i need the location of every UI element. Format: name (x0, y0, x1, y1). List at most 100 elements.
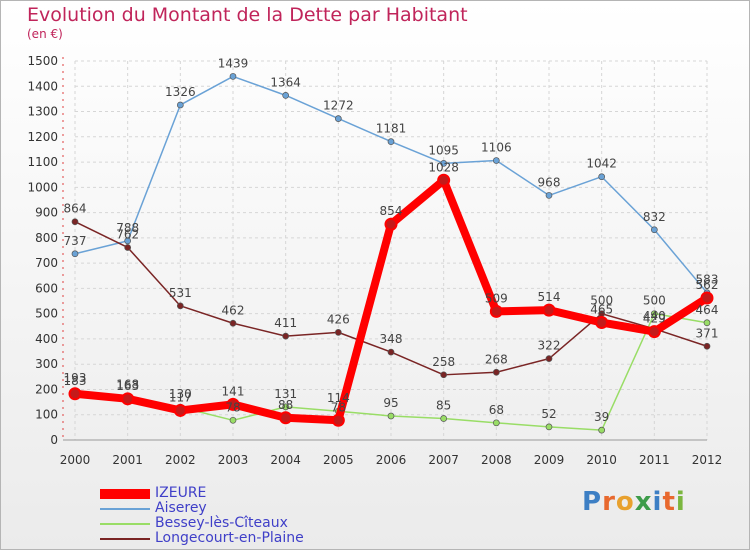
data-point (440, 371, 448, 379)
data-label: 78 (331, 400, 346, 414)
logo-letter: r (602, 487, 616, 517)
data-label: 1364 (270, 75, 301, 89)
x-tick-label: 2011 (639, 453, 670, 467)
y-tick-label: 100 (35, 408, 58, 422)
logo-letter: P (582, 487, 603, 517)
data-point (545, 355, 553, 362)
data-label: 509 (485, 291, 508, 305)
legend-swatch-izeure (100, 489, 150, 499)
data-label: 1439 (218, 56, 249, 70)
legend-item-longecourt: Longecourt-en-Plaine (100, 530, 400, 547)
data-label: 562 (696, 278, 719, 292)
y-tick-label: 900 (35, 206, 58, 220)
data-point (384, 217, 398, 231)
y-tick-label: 1500 (27, 54, 58, 68)
data-label: 426 (327, 312, 350, 326)
data-point (279, 411, 293, 425)
data-point (331, 413, 345, 427)
data-label: 168 (116, 378, 139, 392)
data-point (647, 325, 661, 339)
legend-label-izeure: IZEURE (155, 485, 207, 501)
chart-title: Evolution du Montant de la Dette par Hab… (27, 4, 468, 26)
data-point (598, 426, 606, 434)
data-label: 1028 (428, 160, 459, 174)
data-point (595, 316, 609, 330)
data-label: 117 (169, 390, 192, 404)
data-point (282, 92, 290, 99)
y-tick-label: 700 (35, 256, 58, 270)
data-point (68, 387, 82, 401)
data-point (176, 101, 184, 109)
data-label: 130 (169, 387, 192, 401)
data-point (334, 115, 342, 122)
y-tick-label: 1200 (27, 130, 58, 144)
data-point (703, 319, 711, 327)
y-tick-label: 1300 (27, 105, 58, 119)
data-label: 737 (64, 234, 87, 248)
x-tick-label: 2004 (270, 453, 301, 467)
logo-letter: i (675, 487, 686, 517)
y-tick-label: 400 (35, 332, 58, 346)
x-tick-label: 2006 (376, 453, 407, 467)
data-label: 500 (643, 294, 666, 308)
x-tick-label: 2010 (586, 453, 617, 467)
y-tick-label: 0 (50, 433, 58, 447)
data-label: 1181 (376, 122, 407, 136)
data-label: 322 (538, 339, 561, 353)
data-label: 462 (222, 303, 245, 317)
data-point (282, 332, 290, 340)
x-tick-label: 2009 (534, 453, 565, 467)
logo-letter: o (615, 487, 635, 517)
data-label: 465 (590, 303, 613, 317)
data-point (545, 423, 553, 431)
data-label: 371 (696, 326, 719, 340)
data-label: 141 (222, 384, 245, 398)
data-label: 514 (538, 290, 561, 304)
data-label: 440 (643, 309, 666, 323)
x-tick-label: 2008 (481, 453, 512, 467)
legend-swatch-bessey (100, 523, 150, 525)
logo-letter: x (634, 487, 653, 517)
data-point (542, 303, 556, 317)
data-point (387, 348, 395, 356)
legend-swatch-aiserey (100, 508, 150, 510)
data-label: 854 (380, 204, 403, 218)
legend-item-izeure: IZEURE (100, 485, 400, 502)
data-point (437, 173, 451, 187)
chart-unit: (en €) (27, 27, 63, 41)
data-point (226, 397, 240, 411)
data-point (492, 157, 500, 164)
legend-swatch-longecourt (100, 538, 150, 540)
data-label: 88 (278, 398, 293, 412)
data-label: 131 (274, 387, 297, 401)
logo-letter: i (652, 487, 663, 517)
y-tick-label: 300 (35, 357, 58, 371)
data-label: 68 (489, 403, 504, 417)
data-point (700, 291, 714, 305)
data-point (440, 415, 448, 422)
data-label: 348 (380, 332, 403, 346)
data-label: 583 (696, 273, 719, 287)
y-tick-label: 1000 (27, 180, 58, 194)
data-label: 500 (590, 294, 613, 308)
x-tick-label: 2007 (428, 453, 459, 467)
data-point (229, 416, 237, 424)
x-tick-label: 2012 (692, 453, 723, 467)
data-point (703, 342, 711, 350)
data-label: 1272 (323, 99, 354, 113)
data-label: 1095 (428, 143, 459, 157)
data-point (124, 244, 132, 251)
y-tick-label: 600 (35, 281, 58, 295)
data-label: 832 (643, 210, 666, 224)
data-point (71, 250, 79, 258)
x-tick-label: 2005 (323, 453, 354, 467)
data-label: 258 (432, 355, 455, 369)
x-tick-label: 2000 (60, 453, 91, 467)
x-tick-label: 2003 (218, 453, 249, 467)
logo-letter: t (662, 487, 676, 517)
data-point (173, 403, 187, 417)
data-label: 78 (225, 400, 240, 414)
legend-label-aiserey: Aiserey (155, 500, 207, 516)
data-label: 531 (169, 286, 192, 300)
data-point (492, 419, 500, 427)
